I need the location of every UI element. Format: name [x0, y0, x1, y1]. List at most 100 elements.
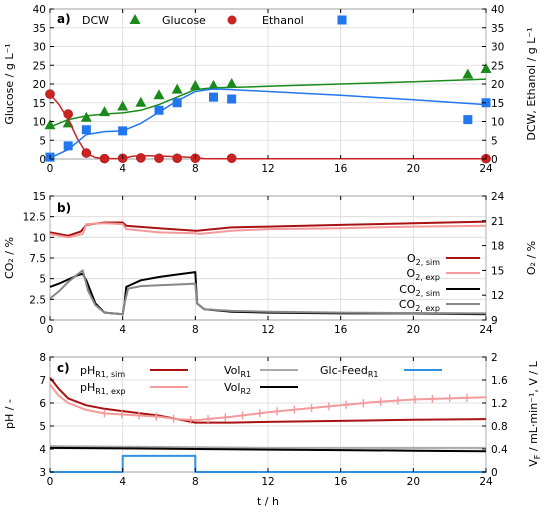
line-ethanol-sim: [49, 88, 487, 159]
y-tick-label-left-b-2: 5: [39, 274, 46, 286]
x-tick-label-a-6: 24: [479, 163, 493, 175]
y-tick-label-left-b-3: 7.5: [29, 253, 46, 265]
point-dcw-7: [171, 83, 183, 94]
legend-label-sub-phr1-sim: R1, sim: [95, 370, 125, 379]
x-tick-label-c-6: 24: [479, 476, 493, 488]
y-tick-label-left-c-2: 5: [39, 421, 46, 433]
y-tick-label-right-a-8: 40: [491, 4, 504, 16]
legend-label-co2-exp: CO2, exp: [399, 298, 440, 313]
point-ethanol-1: [63, 141, 73, 151]
line-volr2: [49, 446, 487, 453]
y-tick-label-left-a-5: 25: [33, 60, 46, 72]
y-tick-label-right-a-0: 0: [491, 154, 498, 166]
x-tick-label-a-5: 20: [407, 163, 420, 175]
legend-label-sub-o2-exp: 2, exp: [415, 273, 440, 282]
line-glucose-sim: [49, 93, 486, 160]
point-ethanol-2: [81, 125, 91, 135]
x-tick-label-b-3: 12: [261, 324, 274, 336]
x-tick-label-c-1: 4: [119, 476, 126, 488]
legend-label-main-co2-sim: CO: [399, 283, 416, 296]
x-tick-label-a-1: 4: [119, 163, 126, 175]
legend-label-main-volr2: Vol: [224, 381, 240, 394]
y-tick-label-right-a-6: 30: [491, 42, 504, 54]
y-tick-label-right-c-2: 0.8: [491, 421, 508, 433]
y-axis-label-right-c-main: V: [527, 459, 540, 467]
x-tick-label-b-6: 24: [479, 324, 493, 336]
legend-label-co2-sim: CO2, sim: [399, 283, 440, 298]
legend-label-glucose: Glucose: [162, 14, 206, 27]
y-tick-label-right-b-4: 21: [491, 216, 504, 228]
panel-label-b: b): [57, 201, 71, 215]
y-axis-label-right-b: O₂ / %: [525, 241, 538, 275]
legend-label-dcw: DCW: [82, 14, 109, 27]
y-tick-label-right-a-5: 25: [491, 60, 504, 72]
y-tick-label-left-a-6: 30: [33, 42, 46, 54]
y-tick-label-left-a-0: 0: [39, 154, 46, 166]
y-tick-label-left-c-1: 4: [39, 444, 46, 456]
legend-label-o2-exp: O2, exp: [407, 267, 440, 282]
y-tick-label-left-a-2: 10: [33, 117, 46, 129]
y-tick-label-right-a-4: 20: [491, 79, 504, 91]
y-tick-label-right-a-1: 5: [491, 135, 498, 147]
y-tick-label-left-a-8: 40: [33, 4, 46, 16]
y-axis-label-left-a: Glucose / g L⁻¹: [3, 43, 16, 124]
point-dcw-12: [480, 63, 492, 73]
x-tick-label-b-4: 16: [334, 324, 348, 336]
point-dcw-8: [189, 79, 201, 90]
legend-label-phr1-exp: pHR1, exp: [80, 381, 126, 396]
y-tick-label-right-b-1: 12: [491, 290, 504, 302]
line-volr1: [49, 445, 486, 449]
line-co2-exp: [49, 269, 487, 316]
x-tick-label-c-3: 12: [261, 476, 274, 488]
ticks-a: 0 4 8 12 16 20 2405101520253035400510152025303…: [33, 4, 505, 175]
x-tick-label-a-2: 8: [192, 163, 199, 175]
legend-label-sub-co2-sim: 2, sim: [416, 289, 441, 298]
y-tick-label-left-b-6: 15: [33, 191, 46, 203]
point-ethanol-6: [209, 92, 218, 102]
y-tick-label-right-b-3: 18: [491, 241, 504, 253]
legend-label-main-phr1-exp: pH: [80, 381, 95, 394]
y-tick-label-right-b-2: 15: [491, 265, 504, 277]
point-dcw-2: [80, 111, 92, 122]
legend-label-sub-o2-sim: 2, sim: [416, 258, 441, 267]
legend-marker-ethanol: [337, 15, 347, 25]
legend-label-volr1: VolR1: [224, 364, 251, 379]
x-tick-label-c-4: 16: [334, 476, 348, 488]
legend-a: DCW Glucose Ethanol: [82, 14, 347, 27]
point-glucose-7: [172, 153, 182, 164]
x-tick-label-c-2: 8: [192, 476, 199, 488]
legend-label-volr2: VolR2: [224, 381, 251, 396]
point-ethanol-5: [172, 98, 182, 108]
x-tick-label-b-1: 4: [119, 324, 126, 336]
line-o2-sim: [49, 220, 487, 237]
x-tick-label-a-0: 0: [47, 163, 54, 175]
ticks-c: 0 4 8 12 16 20 24 3 4 5 6 7 8 0 0.4 0.8 1.2 1.6 2: [39, 352, 508, 488]
panel-a: 0 4 8 12 16 20 2405101520253035400510152025303…: [3, 4, 538, 175]
line-o2-exp: [49, 222, 487, 239]
y-tick-label-right-c-5: 2: [491, 352, 498, 364]
panel-label-a: a): [57, 12, 71, 26]
legend-label-sub-co2-exp: 2, exp: [415, 304, 440, 313]
legend-label-sub-volr2: R2: [240, 387, 251, 396]
y-tick-label-left-c-4: 7: [39, 375, 46, 387]
y-tick-label-left-a-4: 20: [33, 79, 46, 91]
legend-label-sub-volr1: R1: [240, 370, 251, 379]
y-tick-label-right-c-4: 1.6: [491, 375, 508, 387]
y-tick-label-right-c-1: 0.4: [491, 444, 508, 456]
point-ethanol-8: [463, 115, 473, 125]
y-axis-label-right-c-sub: F: [533, 454, 542, 459]
y-tick-label-left-c-0: 3: [39, 467, 46, 479]
point-ethanol-4: [154, 105, 164, 115]
series-a: [44, 63, 492, 164]
legend-label-o2-sim: O2, sim: [407, 252, 440, 267]
point-dcw-11: [462, 68, 474, 79]
y-tick-label-left-b-0: 0: [39, 315, 46, 327]
point-dcw-4: [117, 100, 129, 111]
legend-marker-dcw: [129, 14, 141, 24]
y-tick-label-left-b-5: 12.5: [23, 212, 46, 224]
y-tick-label-right-b-0: 9: [491, 315, 498, 327]
series-c: [49, 377, 487, 473]
legend-label-main-o2-exp: O: [407, 267, 416, 280]
legend-label-sub-glc-feedr1: R1: [368, 370, 379, 379]
